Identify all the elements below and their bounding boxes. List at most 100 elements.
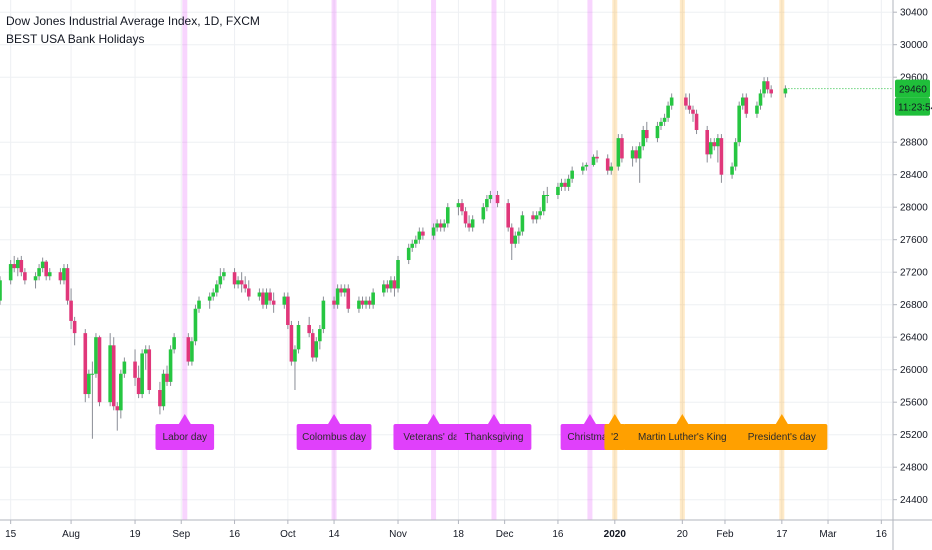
candle-body — [236, 280, 240, 285]
candle-body — [783, 88, 788, 94]
candle-body — [97, 337, 102, 403]
candle-body — [321, 300, 326, 330]
time-tick-label: 16 — [876, 529, 888, 540]
price-tick-label: 25200 — [900, 430, 928, 441]
price-tick-label: 27600 — [900, 235, 928, 246]
candle-body — [531, 215, 535, 220]
candle-body — [371, 292, 375, 305]
candle-body — [197, 300, 201, 309]
price-tick-label: 30400 — [900, 8, 928, 19]
holiday-flag — [393, 424, 474, 450]
holiday-label: President's day — [748, 432, 816, 443]
candle-body — [716, 138, 720, 147]
price-tick-label: 30000 — [900, 40, 928, 51]
candle-body — [307, 325, 311, 334]
candle-body — [708, 142, 713, 155]
candle-body — [463, 211, 468, 224]
time-tick-label: 2020 — [604, 529, 627, 540]
candle-body — [268, 292, 272, 301]
candle-body — [122, 361, 127, 374]
last-price-value: 29460 — [899, 85, 927, 96]
candle-body — [69, 300, 73, 321]
candle-body — [520, 215, 525, 232]
candle-body — [172, 337, 176, 350]
candle-body — [111, 345, 116, 407]
candle-body — [44, 261, 48, 277]
candle-body — [556, 186, 560, 195]
candle-body — [15, 260, 20, 269]
candle-body — [470, 219, 475, 228]
holiday-flag-pointer — [583, 414, 596, 424]
candle-body — [339, 288, 343, 293]
time-tick-label: Dec — [496, 529, 514, 540]
candle-body — [257, 292, 262, 297]
candle-body — [342, 288, 347, 293]
candle-body — [33, 276, 38, 281]
candle-body — [644, 130, 649, 139]
candle-body — [605, 158, 610, 171]
candle-body — [147, 349, 152, 390]
countdown-value: 11:23:54 — [898, 103, 932, 114]
candle-body — [143, 349, 148, 354]
candle-body — [72, 320, 77, 334]
time-tick-label: Aug — [62, 529, 80, 540]
candle-body — [396, 260, 400, 289]
candle-body — [431, 227, 436, 236]
candle-body — [666, 105, 670, 118]
candle-body — [115, 406, 120, 411]
holiday-band — [331, 0, 337, 520]
indicator-title: BEST USA Bank Holidays — [6, 32, 145, 46]
candle-body — [94, 337, 98, 374]
holiday-label: Martin Luther's King — [638, 432, 727, 443]
candle-body — [23, 272, 27, 281]
candle-body — [158, 390, 162, 407]
candle-body — [513, 235, 518, 244]
candle-body — [314, 341, 319, 358]
holiday-flag — [296, 424, 372, 450]
candle-body — [286, 296, 290, 325]
candle-body — [406, 247, 411, 260]
holiday-label: Veterans' day — [403, 432, 463, 443]
candle-body — [119, 373, 123, 411]
candle-body — [410, 243, 415, 248]
candle-body — [296, 325, 301, 350]
holiday-flag — [736, 424, 828, 450]
price-tick-label: 26000 — [900, 365, 928, 376]
candle-body — [769, 89, 773, 94]
candle-body — [136, 377, 141, 395]
candle-body — [559, 182, 564, 187]
candle-body — [87, 373, 91, 395]
candle-body — [232, 272, 237, 285]
candle-body — [719, 138, 724, 175]
holiday-band — [779, 0, 785, 520]
holiday-band — [587, 0, 593, 520]
candle-body — [165, 373, 169, 382]
holiday-flag-pointer — [487, 414, 500, 424]
candle-body — [389, 280, 393, 289]
holiday-band — [679, 0, 685, 520]
candle-body — [737, 105, 741, 143]
time-tick-label: 16 — [229, 529, 241, 540]
candle-body — [609, 166, 614, 171]
candle-body — [360, 300, 365, 305]
candle-body — [517, 231, 521, 236]
candle-body — [637, 146, 642, 159]
time-tick-label: 17 — [776, 529, 788, 540]
holiday-band — [431, 0, 437, 520]
countdown-tag — [895, 97, 930, 116]
candle-body — [630, 150, 635, 159]
price-tick-label: 28400 — [900, 170, 928, 181]
candle-body — [190, 341, 194, 362]
holiday-flag — [604, 424, 626, 450]
candle-body — [289, 325, 294, 362]
candle-body — [421, 231, 425, 236]
time-tick-label: Oct — [280, 529, 296, 540]
candle-body — [214, 284, 219, 293]
candle-body — [83, 333, 88, 395]
candle-body — [641, 130, 646, 147]
candle-body — [293, 349, 297, 362]
candle-body — [335, 288, 340, 305]
time-tick-label: 15 — [5, 529, 17, 540]
